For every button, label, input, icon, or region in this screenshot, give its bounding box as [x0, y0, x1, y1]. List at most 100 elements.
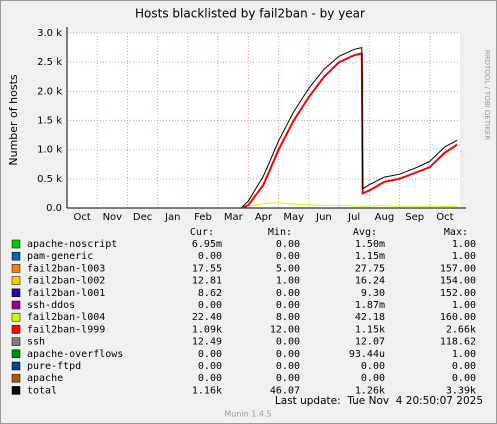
legend-swatch	[11, 251, 21, 261]
legend-value: 0.00	[361, 361, 385, 372]
legend-value: 1.00	[276, 276, 300, 287]
legend-value: 0.00	[276, 373, 300, 384]
plot-area	[67, 33, 460, 208]
y-axis-label: Number of hosts	[7, 74, 20, 166]
legend-header: Max:	[444, 227, 468, 238]
series-line	[242, 202, 458, 208]
legend-value: 1.00	[452, 300, 476, 311]
legend-name: apache-noscript	[27, 239, 117, 250]
legend-value: 46.07	[270, 385, 300, 396]
legend-value: 154.00	[440, 276, 476, 287]
legend-value: 157.00	[440, 263, 476, 274]
x-tick-label: May	[283, 212, 304, 223]
legend-value: 152.00	[440, 288, 476, 299]
x-tick-label: Nov	[103, 212, 123, 223]
legend-value: 0.00	[198, 251, 222, 262]
legend-name: pam-generic	[27, 251, 93, 262]
legend-swatch	[11, 312, 21, 322]
legend-swatch	[11, 361, 21, 371]
legend-swatch	[11, 337, 21, 346]
legend-value: 9.30	[361, 288, 385, 299]
y-tick-label: 2.0 k	[37, 86, 62, 97]
legend-swatch	[11, 239, 21, 249]
legend-value: 27.75	[355, 263, 385, 274]
legend-swatch	[11, 373, 21, 383]
legend-name: apache	[27, 373, 63, 384]
legend-value: 0.00	[276, 251, 300, 262]
legend-value: 0.00	[276, 239, 300, 250]
legend-value: 8.62	[198, 288, 222, 299]
legend-value: 2.66k	[446, 324, 476, 335]
legend-value: 0.00	[276, 337, 300, 348]
series-line	[241, 46, 458, 208]
y-tick-label: 0.0	[46, 203, 62, 214]
legend-value: 160.00	[440, 312, 476, 323]
x-tick-label: Jan	[164, 212, 180, 223]
legend-value: 16.24	[355, 276, 385, 287]
legend-swatch	[11, 349, 21, 359]
x-tick-label: Oct	[73, 212, 90, 223]
legend-swatch	[11, 300, 21, 310]
legend-value: 1.26k	[355, 385, 385, 396]
y-tick-label: 1.0 k	[37, 145, 62, 156]
legend-value: 3.39k	[446, 385, 476, 396]
y-tick-label: 0.5 k	[37, 174, 62, 185]
legend-swatch	[11, 264, 21, 273]
legend-value: 0.00	[198, 373, 222, 384]
legend-header: Avg:	[353, 227, 377, 238]
legend-value: 5.00	[276, 263, 300, 274]
legend-value: 17.55	[192, 263, 222, 274]
chart-title: Hosts blacklisted by fail2ban - by year	[135, 7, 365, 21]
legend-value: 0.00	[276, 361, 300, 372]
legend-value: 12.07	[355, 337, 385, 348]
legend-header: Min:	[268, 227, 292, 238]
legend-value: 0.00	[452, 361, 476, 372]
x-tick-label: Mar	[224, 212, 244, 223]
legend-name: fail2ban-l002	[27, 276, 105, 287]
legend-name: fail2ban-l999	[27, 324, 105, 335]
y-tick-label: 3.0 k	[37, 28, 62, 39]
legend-value: 0.00	[361, 373, 385, 384]
legend-value: 12.00	[270, 324, 300, 335]
legend-value: 0.00	[276, 349, 300, 360]
legend-name: apache-overflows	[27, 349, 123, 360]
x-tick-label: Sep	[405, 212, 424, 223]
legend-value: 1.15m	[355, 251, 385, 262]
legend-value: 1.50m	[355, 239, 385, 250]
legend-value: 0.00	[198, 349, 222, 360]
legend-value: 1.09k	[192, 324, 222, 335]
x-tick-label: Jul	[347, 212, 360, 223]
legend-value: 8.00	[276, 312, 300, 323]
legend-value: 93.44u	[349, 349, 385, 360]
y-tick-label: 1.5 k	[37, 116, 62, 127]
x-tick-label: Jun	[315, 212, 332, 223]
footer: Munin 1.4.5	[224, 410, 271, 419]
legend-value: 1.16k	[192, 385, 222, 396]
legend-value: 42.18	[355, 312, 385, 323]
x-tick-label: Oct	[436, 212, 453, 223]
legend-value: 1.00	[452, 349, 476, 360]
legend-name: total	[27, 385, 57, 396]
legend-name: fail2ban-l004	[27, 312, 105, 323]
x-tick-label: Feb	[194, 212, 212, 223]
x-tick-label: Aug	[375, 212, 395, 223]
legend-value: 1.87m	[355, 300, 385, 311]
legend-value: 22.40	[192, 312, 222, 323]
legend-name: ssh	[27, 337, 45, 348]
legend-swatch	[11, 288, 21, 298]
legend-value: 0.00	[276, 300, 300, 311]
legend-value: 6.95m	[192, 239, 222, 250]
legend-value: 0.00	[198, 300, 222, 311]
side-label: RRDTOOL / TOBI OETIKER	[483, 50, 491, 140]
legend-value: 0.00	[198, 361, 222, 372]
legend-swatch	[11, 386, 21, 395]
legend-name: fail2ban-l003	[27, 263, 105, 274]
legend-value: 118.62	[440, 337, 476, 348]
legend-value: 0.00	[276, 288, 300, 299]
x-tick-label: Dec	[133, 212, 152, 223]
legend-swatch	[11, 325, 21, 334]
x-tick-label: Apr	[255, 212, 273, 223]
legend-value: 1.00	[452, 239, 476, 250]
legend-header: Cur:	[190, 227, 214, 238]
